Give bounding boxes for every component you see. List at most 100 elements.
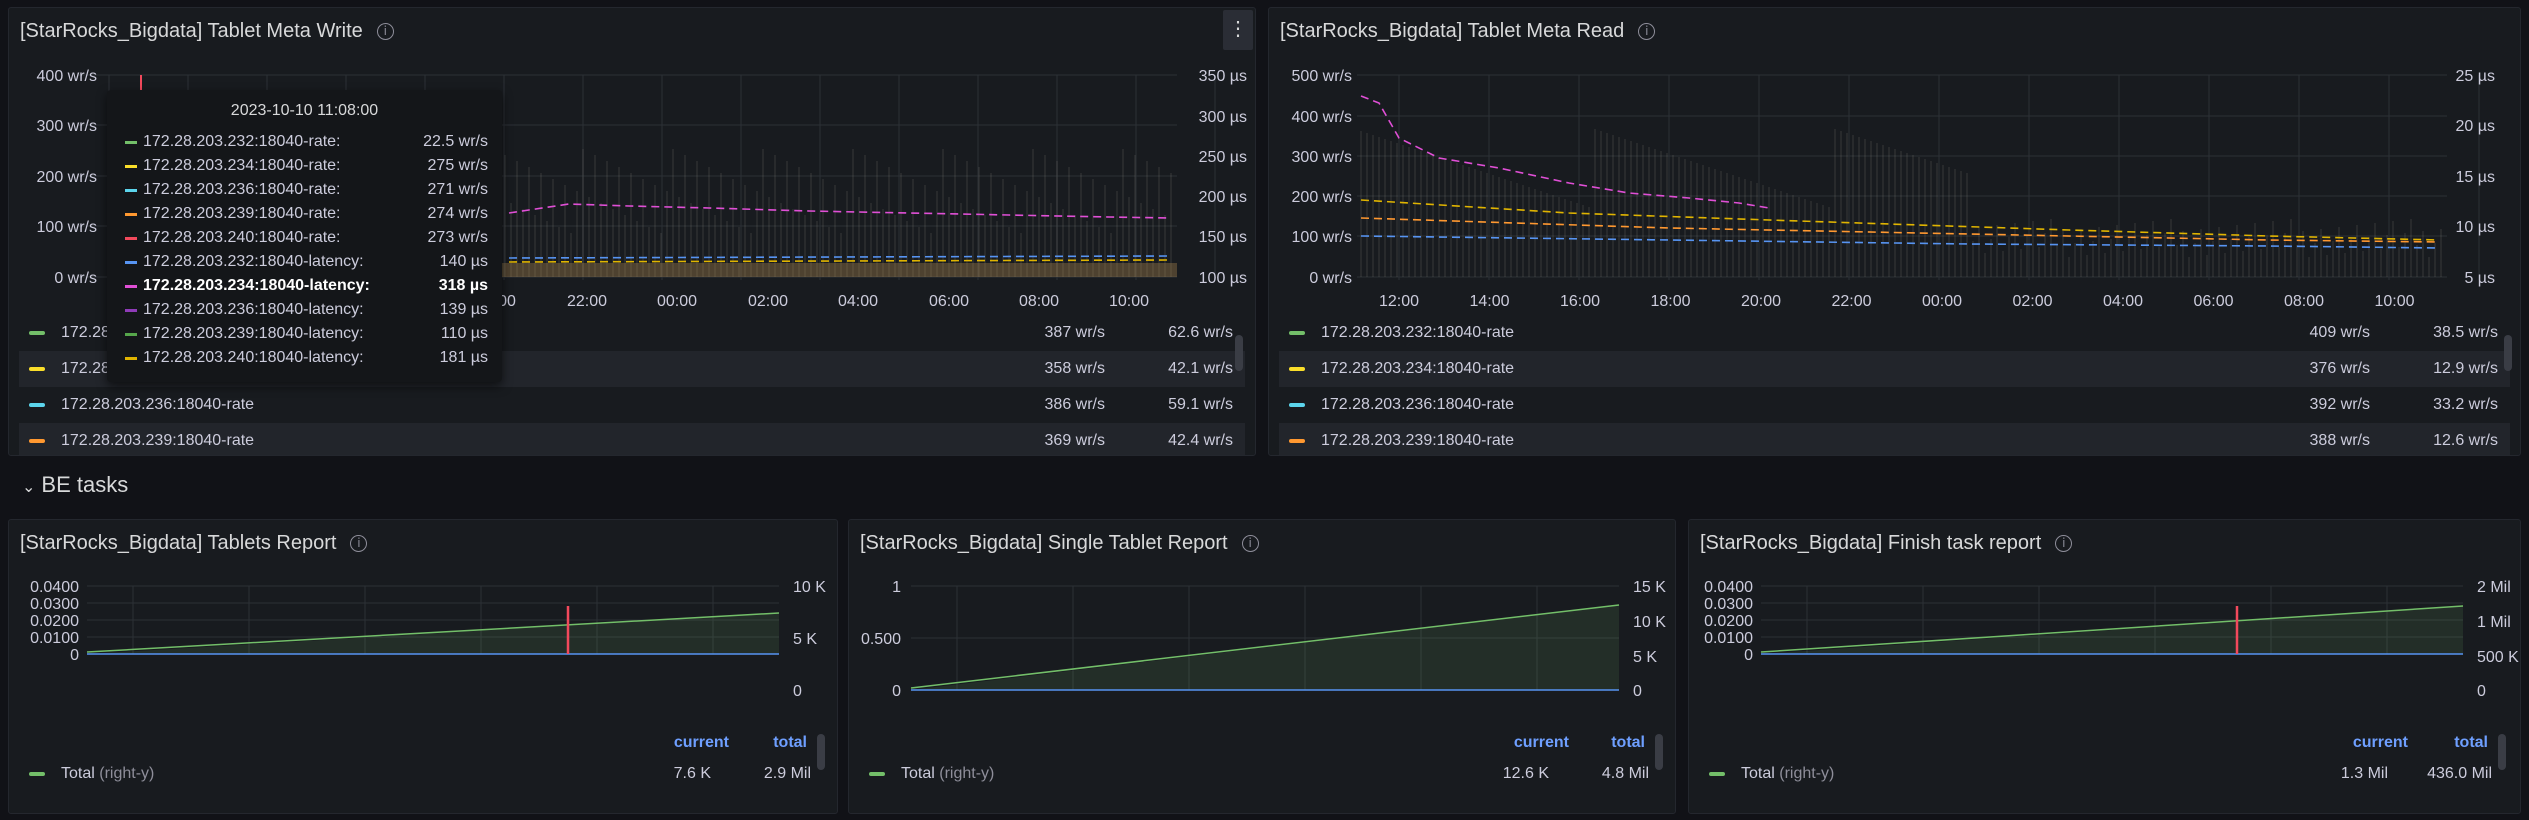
- series-total: 4.8 Mil: [1601, 765, 1649, 782]
- tooltip-series-name: 172.28.203.236:18040-latency:: [143, 301, 364, 318]
- series-mean: 12.9 wr/s: [2433, 360, 2498, 377]
- y-tick-left: 0.500: [861, 631, 901, 648]
- legend-row[interactable]: 172.28.203.234:18040-rate 376 wr/s 12.9 wr…: [1279, 351, 2510, 387]
- y-tick-left: 0.0200: [1704, 613, 1753, 630]
- x-tick: 00:00: [657, 293, 697, 308]
- series-name: 172.28.203.232:18040-rate: [1321, 324, 1515, 341]
- series-max: 386 wr/s: [1044, 396, 1105, 413]
- panel-menu-button[interactable]: ⋮: [1223, 10, 1253, 50]
- tooltip-series-name: 172.28.203.236:18040-rate:: [143, 181, 341, 198]
- series-swatch: [1289, 367, 1305, 371]
- info-icon[interactable]: i: [1638, 23, 1656, 40]
- legend-header-total[interactable]: total: [773, 734, 807, 751]
- x-tick: 20:00: [1741, 293, 1781, 308]
- info-icon[interactable]: i: [2055, 535, 2073, 552]
- series-swatch: [1709, 772, 1725, 776]
- tooltip-row: 172.28.203.232:18040-latency: 140 µs: [125, 250, 488, 274]
- series-line-latency-234: [1360, 95, 1770, 209]
- panel-tablets-report: [StarRocks_Bigdata] Tablets Report i 0.04…: [8, 519, 838, 814]
- x-tick: 12:00: [1379, 293, 1419, 308]
- series-axis: (right-y): [939, 765, 995, 782]
- series-name: Total: [1741, 765, 1775, 782]
- y-tick-right: 10 K: [793, 579, 826, 596]
- series-mean: 59.1 wr/s: [1168, 396, 1233, 413]
- legend-meta-read: 172.28.203.232:18040-rate 409 wr/s 38.5 wr…: [1269, 315, 2520, 455]
- y-tick-left: 400 wr/s: [1292, 109, 1352, 126]
- series-current: 1.3 Mil: [2340, 765, 2388, 782]
- series-swatch: [869, 772, 885, 776]
- legend-row[interactable]: 172.28.203.232:18040-rate 409 wr/s 38.5 wr…: [1279, 315, 2510, 351]
- series-swatch: [125, 237, 137, 240]
- legend-row[interactable]: 172.28.203.236:18040-rate 392 wr/s 33.2 wr…: [1279, 387, 2510, 423]
- chevron-down-icon: ⌄: [22, 479, 36, 496]
- series-line-latency-240: [1360, 199, 2440, 241]
- y-tick-left: 0.0300: [1704, 596, 1753, 613]
- y-tick-right: 10 K: [1633, 614, 1666, 631]
- series-name: Total: [61, 765, 95, 782]
- legend-row[interactable]: 172.28.203.239:18040-rate 369 wr/s 42.4 wr…: [19, 423, 1245, 455]
- tooltip-row: 172.28.203.236:18040-rate: 271 wr/s: [125, 178, 488, 202]
- legend-header-current[interactable]: current: [673, 734, 729, 751]
- panel-tablet-meta-write: [StarRocks_Bigdata] Tablet Meta Write i ⋮…: [8, 7, 1256, 456]
- series-line-latency-232: [1360, 235, 2440, 249]
- y-tick-right: 200 µs: [1199, 189, 1247, 206]
- legend-row[interactable]: Total (right-y) 1.3 Mil 436.0 Mil: [1699, 756, 2496, 792]
- tooltip-row: 172.28.203.239:18040-rate: 274 wr/s: [125, 202, 488, 226]
- legend-scrollbar[interactable]: [2504, 335, 2512, 371]
- y-tick-right: 300 µs: [1199, 109, 1247, 126]
- series-total: 436.0 Mil: [2427, 765, 2492, 782]
- legend-scrollbar[interactable]: [1655, 734, 1663, 770]
- legend-header-total[interactable]: total: [2454, 734, 2488, 751]
- legend-row[interactable]: Total (right-y) 7.6 K 2.9 Mil: [19, 756, 815, 792]
- y-tick-right: 10 µs: [2456, 219, 2495, 236]
- x-tick: 16:00: [1560, 293, 1600, 308]
- y-tick-left: 0: [1744, 647, 1753, 664]
- y-tick-left: 0.0300: [30, 596, 79, 613]
- tooltip-series-name: 172.28.203.234:18040-latency:: [143, 277, 370, 294]
- series-swatch: [125, 165, 137, 168]
- tooltip-series-name: 172.28.203.240:18040-latency:: [143, 349, 364, 366]
- graph-tooltip: 2023-10-10 11:08:00 172.28.203.232:18040…: [107, 90, 502, 382]
- series-swatch: [125, 189, 137, 192]
- series-swatch: [125, 309, 137, 312]
- y-tick-left: 200 wr/s: [1292, 189, 1352, 206]
- series-mean: 12.6 wr/s: [2433, 432, 2498, 449]
- series-total: 2.9 Mil: [763, 765, 811, 782]
- legend-header-current[interactable]: current: [1513, 734, 1569, 751]
- row-header-be-tasks[interactable]: ⌄ BE tasks: [22, 472, 128, 498]
- series-swatch: [125, 357, 137, 360]
- legend-row[interactable]: Total (right-y) 12.6 K 4.8 Mil: [859, 756, 1653, 792]
- legend-header-total[interactable]: total: [1611, 734, 1645, 751]
- series-line-total: [1760, 605, 2464, 653]
- legend-header-current[interactable]: current: [2352, 734, 2408, 751]
- series-max: 376 wr/s: [2309, 360, 2370, 377]
- y-tick-left: 0: [892, 683, 901, 700]
- legend-row[interactable]: 172.28.203.236:18040-rate 386 wr/s 59.1 wr…: [19, 387, 1245, 423]
- series-max: 392 wr/s: [2309, 396, 2370, 413]
- graph-meta-read[interactable]: 500 wr/s 400 wr/s 300 wr/s 200 wr/s 100 wr/s…: [1269, 8, 2521, 308]
- legend-scrollbar[interactable]: [2498, 734, 2506, 770]
- y-tick-right: 2 Mil: [2477, 579, 2511, 596]
- panel-title: [StarRocks_Bigdata] Tablet Meta Read i: [1280, 20, 1656, 43]
- y-tick-left: 0 wr/s: [54, 270, 97, 287]
- series-name: 172.28.203.234:18040-rate: [1321, 360, 1515, 377]
- series-axis: (right-y): [1779, 765, 1835, 782]
- y-tick-right: 0: [2477, 683, 2486, 700]
- info-icon[interactable]: i: [350, 535, 368, 552]
- y-tick-left: 0.0100: [1704, 630, 1753, 647]
- info-icon[interactable]: i: [376, 23, 394, 40]
- series-swatch: [1289, 331, 1305, 335]
- x-tick: 10:00: [1109, 293, 1149, 308]
- legend-scrollbar[interactable]: [1235, 335, 1243, 371]
- series-max: 358 wr/s: [1044, 360, 1105, 377]
- series-line-latency-239: [1360, 217, 2440, 243]
- series-max: 388 wr/s: [2309, 432, 2370, 449]
- y-tick-left: 100 wr/s: [1292, 229, 1352, 246]
- series-max: 387 wr/s: [1044, 324, 1105, 341]
- legend-row[interactable]: 172.28.203.239:18040-rate 388 wr/s 12.6 wr…: [1279, 423, 2510, 455]
- info-icon[interactable]: i: [1241, 535, 1259, 552]
- legend-scrollbar[interactable]: [817, 734, 825, 770]
